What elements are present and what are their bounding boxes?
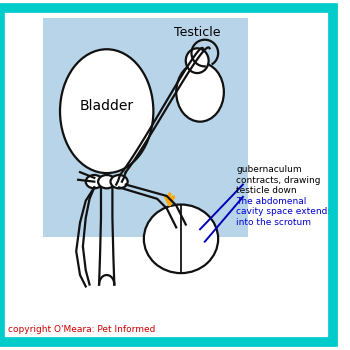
Ellipse shape bbox=[186, 48, 209, 73]
Ellipse shape bbox=[111, 175, 128, 188]
Text: gubernaculum
contracts, drawing
testicle down: gubernaculum contracts, drawing testicle… bbox=[236, 166, 321, 195]
Ellipse shape bbox=[86, 175, 103, 188]
Bar bbox=[43, 18, 248, 237]
Ellipse shape bbox=[144, 204, 218, 273]
Ellipse shape bbox=[60, 49, 153, 173]
Ellipse shape bbox=[98, 175, 115, 188]
Text: The abdomenal
cavity space extends
into the scrotum: The abdomenal cavity space extends into … bbox=[236, 197, 332, 227]
Text: copyright O'Meara: Pet Informed: copyright O'Meara: Pet Informed bbox=[8, 325, 155, 334]
Text: Testicle: Testicle bbox=[174, 26, 220, 39]
Ellipse shape bbox=[176, 63, 224, 122]
Text: Bladder: Bladder bbox=[80, 99, 134, 113]
